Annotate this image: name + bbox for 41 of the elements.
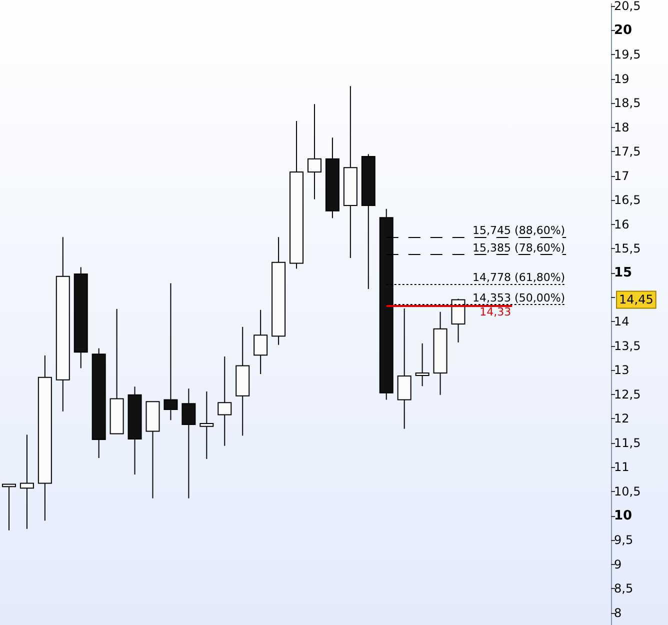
y-tick-label: 12: [614, 412, 630, 426]
y-tick-label: 10: [614, 508, 632, 524]
y-tick-label: 13,5: [614, 338, 641, 353]
candlestick: [254, 309, 268, 374]
ref-line-label: 15,385 (78,60%): [472, 241, 566, 254]
y-tick-label: 20,5: [614, 0, 641, 13]
y-tick-label: 8: [614, 606, 622, 620]
candlestick: [182, 388, 196, 499]
y-tick-label: 17: [614, 168, 630, 183]
y-tick-label: 20: [614, 22, 632, 38]
y-tick-label: 13: [614, 363, 630, 378]
y-tick-label: 11,5: [614, 436, 641, 450]
candlestick: [20, 434, 34, 530]
y-tick-label: 16,5: [614, 193, 641, 208]
y-tick-label: 17,5: [614, 144, 641, 159]
candlestick: [307, 104, 322, 200]
text: 14,45: [619, 292, 654, 307]
y-tick-label: 19: [614, 72, 630, 86]
y-tick-label: 9,5: [614, 533, 634, 548]
y-tick-label: 11: [614, 460, 630, 474]
candlestick: [397, 308, 412, 430]
candlestick: [218, 356, 232, 446]
ref-line-label: 14,33: [480, 306, 512, 319]
candlestick: [164, 282, 178, 421]
y-tick-label: 18: [614, 120, 630, 134]
candlestick: [2, 484, 16, 531]
ref-line-label: 14,353 (50,00%): [472, 291, 566, 304]
y-tick-label: 8,5: [614, 582, 634, 596]
y-tick-label: 16: [614, 217, 630, 232]
y-tick-label: 18,5: [614, 96, 641, 110]
y-tick-label: 9: [614, 557, 622, 572]
y-tick-label: 15,5: [614, 242, 641, 256]
y-tick-label: 14: [614, 314, 630, 329]
y-tick-label: 19,5: [614, 48, 641, 62]
ref-line-label: 15,745 (88,60%): [472, 224, 566, 237]
y-tick-label: 10,5: [614, 484, 641, 498]
y-tick-label: 15: [614, 266, 632, 281]
candlestick: [200, 390, 214, 460]
candlestick: [415, 342, 430, 387]
y-tick-label: 12,5: [614, 387, 641, 402]
ref-line-label: 14,778 (61,80%): [472, 270, 566, 284]
